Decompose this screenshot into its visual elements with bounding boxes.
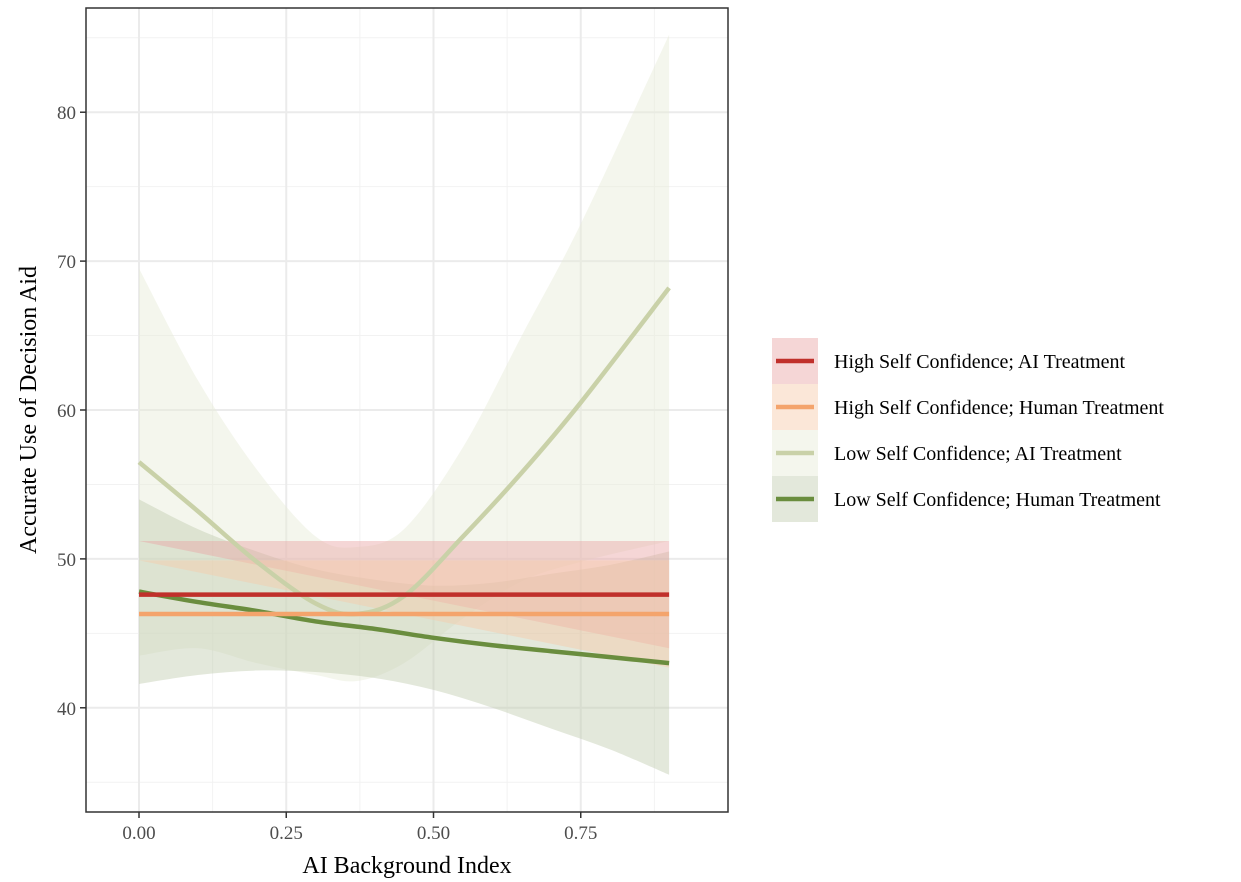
- confidence-band: [139, 499, 670, 775]
- y-axis: 40 50 60 70 80: [57, 103, 86, 720]
- y-tick-label: 70: [57, 252, 76, 273]
- y-tick-label: 60: [57, 401, 76, 422]
- legend-label: High Self Confidence; Human Treatment: [834, 397, 1164, 419]
- legend-item: High Self Confidence; Human Treatment: [772, 384, 1164, 430]
- x-tick-label: 0.75: [564, 823, 597, 844]
- series-line: [138, 589, 670, 666]
- y-axis-title: Accurate Use of Decision Aid: [16, 266, 42, 554]
- legend-label: High Self Confidence; AI Treatment: [834, 351, 1126, 373]
- legend-label: Low Self Confidence; Human Treatment: [834, 489, 1161, 511]
- x-tick-label: 0.00: [122, 823, 155, 844]
- x-tick-label: 0.25: [270, 823, 303, 844]
- legend: High Self Confidence; AI Treatment High S…: [772, 338, 1164, 522]
- legend-item: High Self Confidence; AI Treatment: [772, 338, 1126, 384]
- x-axis-title: AI Background Index: [302, 853, 511, 879]
- x-tick-label: 0.50: [417, 823, 450, 844]
- y-tick-label: 80: [57, 103, 76, 124]
- confidence-band: [139, 34, 670, 682]
- legend-item: Low Self Confidence; Human Treatment: [772, 476, 1161, 522]
- legend-item: Low Self Confidence; AI Treatment: [772, 430, 1122, 476]
- y-tick-label: 50: [57, 550, 76, 571]
- legend-label: Low Self Confidence; AI Treatment: [834, 443, 1122, 465]
- series-lines: [137, 286, 671, 666]
- major-gridlines: [86, 8, 728, 812]
- x-axis: 0.00 0.25 0.50 0.75: [122, 812, 597, 844]
- y-tick-label: 40: [57, 699, 76, 720]
